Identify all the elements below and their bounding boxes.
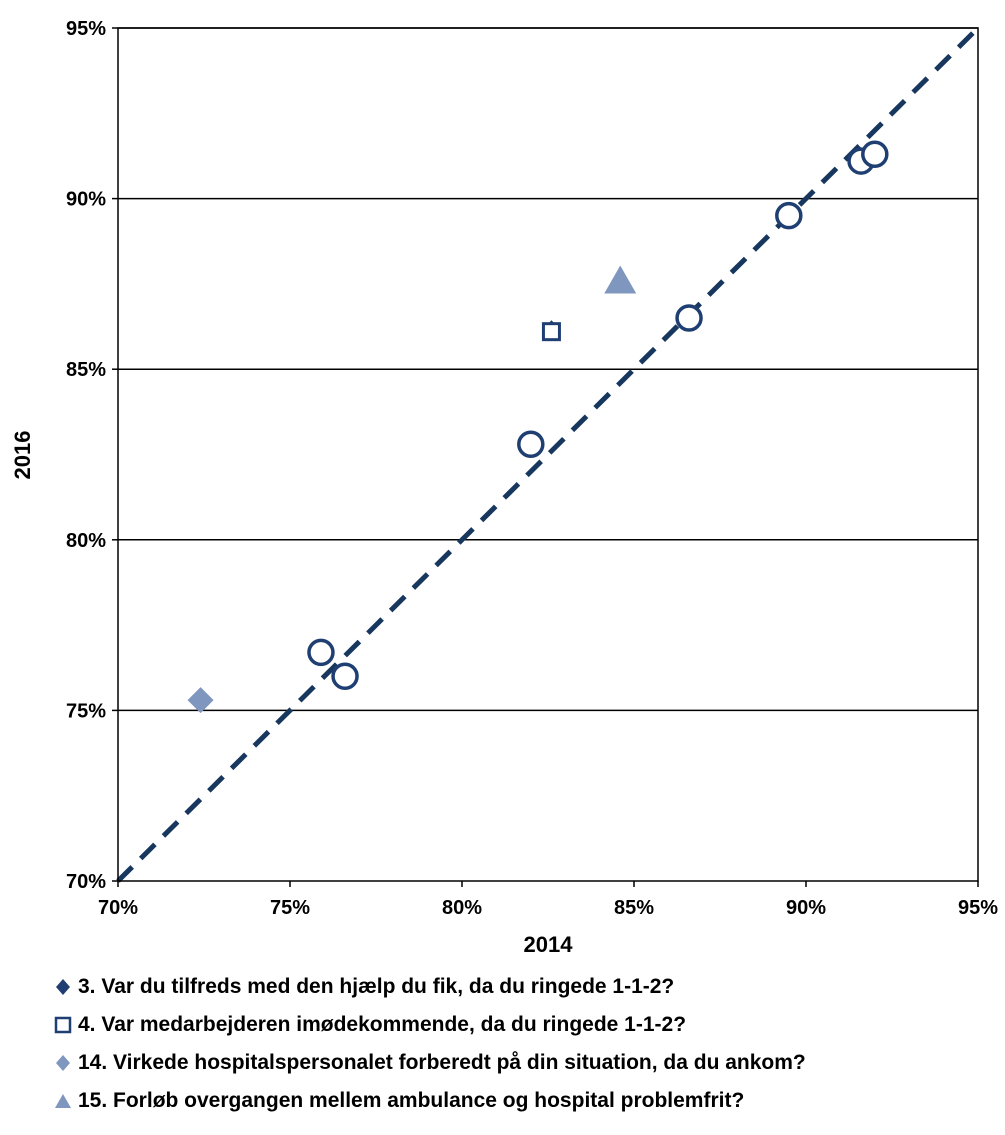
square-open-icon xyxy=(48,1010,78,1040)
legend: 3. Var du tilfreds med den hjælp du fik,… xyxy=(48,968,998,1120)
legend-label: 3. Var du tilfreds med den hjælp du fik,… xyxy=(78,975,675,998)
data-point-circle xyxy=(307,638,335,667)
x-tick-label: 90% xyxy=(786,897,826,919)
axes xyxy=(112,27,979,887)
data-point-circle xyxy=(861,140,889,168)
y-tick-label: 75% xyxy=(66,700,106,722)
legend-item: 4. Var medarbejderen imødekommende, da d… xyxy=(48,1006,998,1044)
legend-label: 15. Forløb overgangen mellem ambulance o… xyxy=(78,1089,745,1112)
data-point-diamond xyxy=(187,687,214,714)
scatter-chart: 70% 75% 80% 85% 90% 95% 70% 75% 80% 85% 90% 95% 201… xyxy=(10,18,998,957)
tick-labels: 70% 75% 80% 85% 90% 95% 70% 75% 80% 85% 90% 95% xyxy=(66,18,998,919)
legend-label: 14. Virkede hospitalspersonalet forbered… xyxy=(78,1051,806,1074)
legend-item: 3. Var du tilfreds med den hjælp du fik,… xyxy=(48,968,998,1006)
x-axis-label: 2014 xyxy=(524,932,574,957)
diagonal-reference-line-group xyxy=(116,26,980,883)
x-tick-label: 70% xyxy=(98,897,138,919)
legend-item: 14. Virkede hospitalspersonalet forbered… xyxy=(48,1044,998,1082)
x-tick-label: 95% xyxy=(958,897,998,919)
data-point-circle xyxy=(331,662,359,691)
data-point-circle xyxy=(775,201,803,230)
gridlines xyxy=(118,27,978,712)
legend-item: 15. Forløb overgangen mellem ambulance o… xyxy=(48,1082,998,1120)
y-tick-label: 95% xyxy=(66,18,106,40)
legend-label: 4. Var medarbejderen imødekommende, da d… xyxy=(78,1013,687,1036)
y-axis-label: 2016 xyxy=(10,431,35,480)
diamond-icon xyxy=(48,1048,78,1078)
data-point-square xyxy=(541,322,561,342)
x-tick-label: 85% xyxy=(614,897,654,919)
data-point-triangle xyxy=(604,265,637,294)
diagonal-reference-line xyxy=(116,26,980,883)
y-tick-label: 85% xyxy=(66,359,106,381)
y-tick-label: 90% xyxy=(66,189,106,211)
diamond-icon xyxy=(48,972,78,1002)
y-tick-label: 80% xyxy=(66,530,106,552)
triangle-icon xyxy=(48,1086,78,1116)
data-point-circle xyxy=(675,304,703,332)
data-point-circle xyxy=(517,430,545,459)
data-points xyxy=(187,140,889,714)
x-tick-label: 75% xyxy=(270,897,310,919)
y-tick-label: 70% xyxy=(66,871,106,893)
x-tick-label: 80% xyxy=(442,897,482,919)
plot-area-border xyxy=(117,27,979,882)
